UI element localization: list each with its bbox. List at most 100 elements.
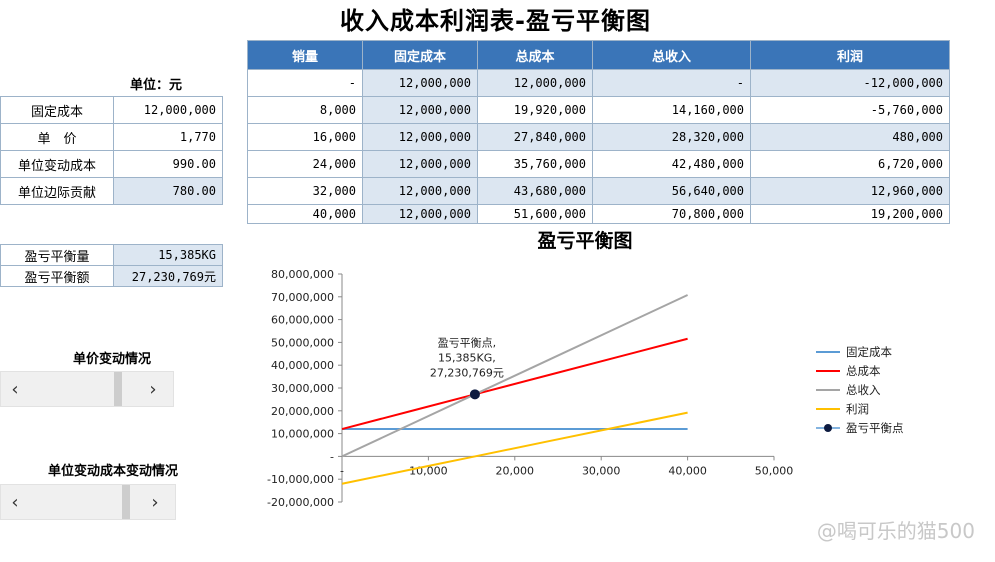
table-cell[interactable]: 19,920,000 bbox=[477, 96, 593, 124]
varcost-scrollbar[interactable]: ‹ › bbox=[0, 484, 176, 520]
table-cell[interactable]: 6,720,000 bbox=[750, 150, 950, 178]
table-cell[interactable]: 19,200,000 bbox=[750, 204, 950, 224]
param-row: 单 价 1,770 bbox=[0, 123, 223, 151]
unit-label: 单位：元 bbox=[130, 78, 183, 93]
breakeven-table: 盈亏平衡量 15,385KG 盈亏平衡额 27,230,769元 bbox=[0, 244, 223, 287]
table-cell[interactable]: - bbox=[247, 69, 363, 97]
breakeven-point-marker bbox=[469, 389, 480, 400]
column-header: 总成本 bbox=[477, 40, 593, 70]
y-tick-label: 70,000,000 bbox=[271, 291, 334, 304]
table-cell[interactable]: - bbox=[592, 69, 751, 97]
table-cell[interactable]: 40,000 bbox=[247, 204, 363, 224]
param-label: 固定成本 bbox=[0, 96, 114, 124]
table-cell[interactable]: 12,000,000 bbox=[362, 204, 478, 224]
breakeven-row: 盈亏平衡额 27,230,769元 bbox=[0, 265, 223, 287]
column-header: 总收入 bbox=[592, 40, 751, 70]
param-row: 单位变动成本 990.00 bbox=[0, 150, 223, 178]
param-label: 单位边际贡献 bbox=[0, 177, 114, 205]
series-line bbox=[341, 337, 688, 431]
price-scroll-thumb[interactable] bbox=[114, 372, 123, 406]
y-tick-label: 30,000,000 bbox=[271, 382, 334, 395]
income-cost-table: 销量 固定成本 总成本 总收入 利润 - 12,000,000 12,000,0… bbox=[247, 40, 950, 224]
y-tick-label: 60,000,000 bbox=[271, 314, 334, 327]
table-row: 8,000 12,000,000 19,920,000 14,160,000 -… bbox=[247, 96, 950, 124]
param-row: 单位边际贡献 780.00 bbox=[0, 177, 223, 205]
breakeven-label: 盈亏平衡额 bbox=[0, 265, 114, 287]
legend-label: 利润 bbox=[846, 402, 869, 416]
param-label: 单 价 bbox=[0, 123, 114, 151]
table-row: 16,000 12,000,000 27,840,000 28,320,000 … bbox=[247, 123, 950, 151]
watermark: @喝可乐的猫500 bbox=[816, 519, 975, 543]
x-tick-label: - bbox=[340, 464, 344, 477]
table-cell[interactable]: 42,480,000 bbox=[592, 150, 751, 178]
breakeven-annotation: 27,230,769元 bbox=[430, 366, 504, 379]
column-header: 固定成本 bbox=[362, 40, 478, 70]
table-cell[interactable]: 12,000,000 bbox=[477, 69, 593, 97]
y-tick-label: 50,000,000 bbox=[271, 336, 334, 349]
table-cell[interactable]: -12,000,000 bbox=[750, 69, 950, 97]
breakeven-chart: 80,000,000 70,000,000 60,000,000 50,000,000… bbox=[267, 268, 904, 509]
table-cell[interactable]: 70,800,000 bbox=[592, 204, 751, 224]
table-cell[interactable]: 56,640,000 bbox=[592, 177, 751, 205]
table-cell[interactable]: 35,760,000 bbox=[477, 150, 593, 178]
table-cell[interactable]: 14,160,000 bbox=[592, 96, 751, 124]
table-cell[interactable]: 12,000,000 bbox=[362, 96, 478, 124]
param-value[interactable]: 1,770 bbox=[113, 123, 223, 151]
param-row: 固定成本 12,000,000 bbox=[0, 96, 223, 124]
param-value[interactable]: 990.00 bbox=[113, 150, 223, 178]
params-table: 固定成本 12,000,000 单 价 1,770 单位变动成本 990.00 … bbox=[0, 96, 223, 205]
table-row: 24,000 12,000,000 35,760,000 42,480,000 … bbox=[247, 150, 950, 178]
param-label: 单位变动成本 bbox=[0, 150, 114, 178]
scroll-right-arrow-icon[interactable]: › bbox=[149, 378, 157, 400]
y-tick-label: 20,000,000 bbox=[271, 405, 334, 418]
legend-label: 总收入 bbox=[846, 383, 881, 397]
price-scrollbar[interactable]: ‹ › bbox=[0, 371, 174, 407]
legend-label: 总成本 bbox=[846, 364, 881, 378]
table-cell[interactable]: 24,000 bbox=[247, 150, 363, 178]
table-cell[interactable]: -5,760,000 bbox=[750, 96, 950, 124]
y-tick-label: 10,000,000 bbox=[271, 428, 334, 441]
table-cell[interactable]: 480,000 bbox=[750, 123, 950, 151]
table-cell[interactable]: 16,000 bbox=[247, 123, 363, 151]
series-line bbox=[341, 411, 688, 485]
scroll-left-arrow-icon[interactable]: ‹ bbox=[11, 378, 19, 400]
x-tick-label: 40,000 bbox=[668, 464, 707, 477]
x-tick-label: 20,000 bbox=[496, 464, 535, 477]
y-tick-label: 80,000,000 bbox=[271, 268, 334, 281]
table-cell[interactable]: 12,000,000 bbox=[362, 123, 478, 151]
table-cell[interactable]: 43,680,000 bbox=[477, 177, 593, 205]
series-line bbox=[341, 294, 689, 458]
legend-label: 盈亏平衡点 bbox=[846, 421, 904, 435]
column-header: 销量 bbox=[247, 40, 363, 70]
table-cell[interactable]: 51,600,000 bbox=[477, 204, 593, 224]
legend-label: 固定成本 bbox=[846, 345, 892, 359]
table-cell[interactable]: 32,000 bbox=[247, 177, 363, 205]
table-cell[interactable]: 12,000,000 bbox=[362, 177, 478, 205]
scroll-right-arrow-icon[interactable]: › bbox=[151, 491, 159, 513]
price-control-title: 单价变动情况 bbox=[72, 352, 151, 367]
page-title: 收入成本利润表-盈亏平衡图 bbox=[340, 7, 651, 35]
scroll-left-arrow-icon[interactable]: ‹ bbox=[11, 491, 19, 513]
table-cell[interactable]: 8,000 bbox=[247, 96, 363, 124]
param-value[interactable]: 780.00 bbox=[113, 177, 223, 205]
breakeven-value[interactable]: 27,230,769元 bbox=[113, 265, 223, 287]
varcost-control-title: 单位变动成本变动情况 bbox=[47, 464, 178, 479]
legend-marker bbox=[824, 424, 832, 432]
varcost-scroll-thumb[interactable] bbox=[121, 485, 130, 519]
chart-title: 盈亏平衡图 bbox=[537, 230, 633, 252]
y-tick-label: - bbox=[330, 450, 334, 463]
x-tick-label: 50,000 bbox=[755, 464, 794, 477]
table-header-row: 销量 固定成本 总成本 总收入 利润 bbox=[247, 40, 950, 70]
table-cell[interactable]: 27,840,000 bbox=[477, 123, 593, 151]
table-cell[interactable]: 28,320,000 bbox=[592, 123, 751, 151]
breakeven-value[interactable]: 15,385KG bbox=[113, 244, 223, 266]
table-cell[interactable]: 12,960,000 bbox=[750, 177, 950, 205]
table-row: 32,000 12,000,000 43,680,000 56,640,000 … bbox=[247, 177, 950, 205]
table-cell[interactable]: 12,000,000 bbox=[362, 150, 478, 178]
breakeven-label: 盈亏平衡量 bbox=[0, 244, 114, 266]
table-row: - 12,000,000 12,000,000 - -12,000,000 bbox=[247, 69, 950, 97]
breakeven-row: 盈亏平衡量 15,385KG bbox=[0, 244, 223, 266]
param-value[interactable]: 12,000,000 bbox=[113, 96, 223, 124]
table-cell[interactable]: 12,000,000 bbox=[362, 69, 478, 97]
breakeven-annotation: 15,385KG, bbox=[438, 351, 496, 364]
